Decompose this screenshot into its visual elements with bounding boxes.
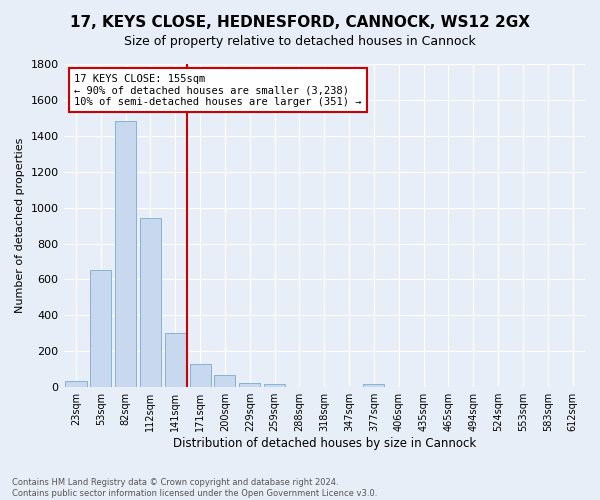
Text: Size of property relative to detached houses in Cannock: Size of property relative to detached ho… — [124, 35, 476, 48]
Bar — [214, 374, 235, 387]
Bar — [140, 218, 161, 387]
Y-axis label: Number of detached properties: Number of detached properties — [15, 138, 25, 314]
Bar — [364, 384, 385, 387]
Text: 17, KEYS CLOSE, HEDNESFORD, CANNOCK, WS12 2GX: 17, KEYS CLOSE, HEDNESFORD, CANNOCK, WS1… — [70, 15, 530, 30]
X-axis label: Distribution of detached houses by size in Cannock: Distribution of detached houses by size … — [173, 437, 476, 450]
Bar — [115, 122, 136, 387]
Bar — [90, 270, 112, 387]
Bar — [165, 334, 186, 387]
Text: 17 KEYS CLOSE: 155sqm
← 90% of detached houses are smaller (3,238)
10% of semi-d: 17 KEYS CLOSE: 155sqm ← 90% of detached … — [74, 74, 361, 107]
Bar — [190, 364, 211, 387]
Bar — [264, 384, 285, 387]
Text: Contains HM Land Registry data © Crown copyright and database right 2024.
Contai: Contains HM Land Registry data © Crown c… — [12, 478, 377, 498]
Bar — [239, 382, 260, 387]
Bar — [65, 381, 86, 387]
